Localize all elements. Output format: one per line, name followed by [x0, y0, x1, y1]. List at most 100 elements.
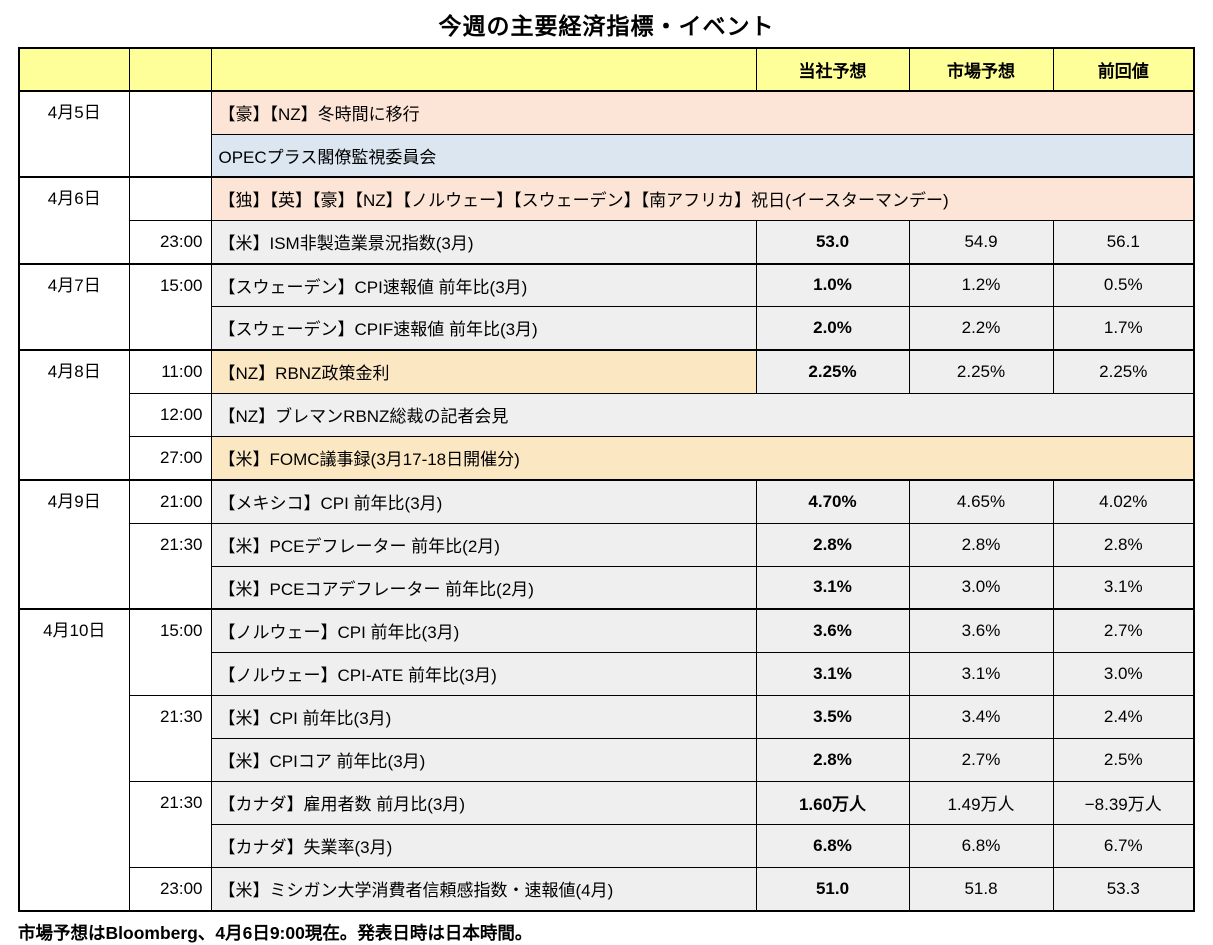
date-cell: 4月10日	[18, 608, 130, 911]
previous-value-cell: 4.02%	[1052, 478, 1195, 524]
previous-value-cell: 2.8%	[1052, 522, 1195, 567]
event-cell: 【独】【英】【豪】【NZ】【ノルウェー】【スウェーデン】【南アフリカ】祝日(イー…	[210, 176, 1195, 221]
market-forecast-cell: 3.4%	[908, 694, 1054, 739]
date-cell: 4月8日	[18, 348, 130, 480]
event-cell: 【スウェーデン】CPIF速報値 前年比(3月)	[210, 306, 757, 350]
event-cell: 【米】PCEデフレーター 前年比(2月)	[210, 522, 757, 567]
time-cell	[128, 90, 212, 178]
previous-value-cell: 56.1	[1052, 219, 1195, 264]
event-cell: 【米】ISM非製造業景況指数(3月)	[210, 219, 757, 264]
previous-value-cell: 0.5%	[1052, 262, 1195, 307]
table-row: OPECプラス閣僚監視委員会	[19, 133, 1195, 178]
event-cell: 【NZ】RBNZ政策金利	[210, 348, 757, 394]
company-forecast-cell: 3.6%	[755, 608, 910, 653]
header-date	[18, 47, 130, 92]
time-cell: 21:00	[128, 478, 212, 524]
header-market-forecast: 市場予想	[908, 47, 1054, 92]
time-cell: 11:00	[128, 348, 212, 394]
date-cell: 4月6日	[18, 176, 130, 264]
previous-value-cell: 2.25%	[1052, 348, 1195, 394]
event-cell: 【米】PCEコアデフレーター 前年比(2月)	[210, 565, 757, 610]
event-cell: 【米】ミシガン大学消費者信頼感指数・速報値(4月)	[210, 866, 757, 911]
company-forecast-cell: 2.0%	[755, 306, 910, 350]
event-cell: 【米】FOMC議事録(3月17-18日開催分)	[210, 435, 1195, 480]
date-cell: 4月7日	[18, 262, 130, 350]
company-forecast-cell: 2.25%	[755, 348, 910, 394]
previous-value-cell: −8.39万人	[1052, 780, 1195, 825]
market-forecast-cell: 3.0%	[908, 565, 1054, 610]
previous-value-cell: 2.4%	[1052, 694, 1195, 739]
market-forecast-cell: 3.6%	[908, 608, 1054, 653]
time-cell: 23:00	[128, 866, 212, 911]
table-row: 4月9日 21:00 【メキシコ】CPI 前年比(3月) 4.70% 4.65% 4.02…	[18, 478, 1195, 610]
previous-value-cell: 2.5%	[1052, 737, 1195, 782]
market-forecast-cell: 3.1%	[908, 651, 1054, 696]
company-forecast-cell: 2.8%	[755, 737, 910, 782]
company-forecast-cell: 3.1%	[755, 565, 910, 610]
event-cell: 【ノルウェー】CPI 前年比(3月)	[210, 608, 757, 653]
table-row: 【ノルウェー】CPI-ATE 前年比(3月) 3.1% 3.1% 3.0%	[19, 651, 1195, 696]
company-forecast-cell: 6.8%	[755, 823, 910, 868]
time-cell: 23:00	[128, 219, 212, 264]
economic-calendar-table: 当社予想 市場予想 前回値 4月5日 【豪】【NZ】冬時間に移行 OPECプラス閣僚…	[18, 47, 1195, 912]
market-forecast-cell: 4.65%	[908, 478, 1054, 524]
market-forecast-cell: 2.2%	[908, 306, 1054, 350]
table-row: 4月10日 15:00 【ノルウェー】CPI 前年比(3月) 3.6% 3.6% 2.7%	[18, 608, 1195, 911]
date-cell: 4月5日	[18, 90, 130, 178]
market-forecast-cell: 1.49万人	[908, 780, 1054, 825]
table-row: 4月6日 【独】【英】【豪】【NZ】【ノルウェー】【スウェーデン】【南アフリカ】祝…	[18, 176, 1195, 264]
table-row: 21:30 【米】CPI 前年比(3月) 3.5% 3.4% 2.4%	[19, 694, 1195, 782]
table-row: 【スウェーデン】CPIF速報値 前年比(3月) 2.0% 2.2% 1.7%	[19, 306, 1195, 350]
time-cell: 12:00	[128, 392, 212, 437]
footnote: 市場予想はBloomberg、4月6日9:00現在。発表日時は日本時間。	[18, 922, 533, 943]
company-forecast-cell: 4.70%	[755, 478, 910, 524]
company-forecast-cell: 3.5%	[755, 694, 910, 739]
market-forecast-cell: 54.9	[908, 219, 1054, 264]
market-forecast-cell: 1.2%	[908, 262, 1054, 307]
previous-value-cell: 2.7%	[1052, 608, 1195, 653]
table-row: 21:30 【カナダ】雇用者数 前月比(3月) 1.60万人 1.49万人 −8.39万…	[19, 780, 1195, 868]
market-forecast-cell: 2.25%	[908, 348, 1054, 394]
previous-value-cell: 6.7%	[1052, 823, 1195, 868]
market-forecast-cell: 2.8%	[908, 522, 1054, 567]
event-cell: 【米】CPI 前年比(3月)	[210, 694, 757, 739]
event-cell: OPECプラス閣僚監視委員会	[210, 133, 1195, 178]
table-row: 21:30 【米】PCEデフレーター 前年比(2月) 2.8% 2.8% 2.8%	[19, 522, 1195, 610]
table-row: 4月7日 15:00 【スウェーデン】CPI速報値 前年比(3月) 1.0% 1.2% 0…	[18, 262, 1195, 350]
time-cell: 21:30	[128, 780, 212, 868]
page-title: 今週の主要経済指標・イベント	[438, 13, 775, 39]
previous-value-cell: 53.3	[1052, 866, 1195, 911]
time-cell	[128, 176, 212, 221]
event-cell: 【メキシコ】CPI 前年比(3月)	[210, 478, 757, 524]
table-row: 27:00 【米】FOMC議事録(3月17-18日開催分)	[19, 435, 1195, 480]
previous-value-cell: 1.7%	[1052, 306, 1195, 350]
time-cell: 27:00	[128, 435, 212, 480]
company-forecast-cell: 1.0%	[755, 262, 910, 307]
company-forecast-cell: 53.0	[755, 219, 910, 264]
time-cell: 15:00	[128, 608, 212, 696]
event-cell: 【カナダ】失業率(3月)	[210, 823, 757, 868]
header-row: 当社予想 市場予想 前回値	[18, 47, 1195, 92]
time-cell: 21:30	[128, 522, 212, 610]
previous-value-cell: 3.0%	[1052, 651, 1195, 696]
table-row: 4月5日 【豪】【NZ】冬時間に移行	[18, 90, 1195, 178]
market-forecast-cell: 6.8%	[908, 823, 1054, 868]
event-cell: 【スウェーデン】CPI速報値 前年比(3月)	[210, 262, 757, 307]
table-row: 12:00 【NZ】ブレマンRBNZ総裁の記者会見	[19, 392, 1195, 437]
table-row: 23:00 【米】ミシガン大学消費者信頼感指数・速報値(4月) 51.0 51.8 53…	[19, 866, 1195, 911]
date-cell: 4月9日	[18, 478, 130, 610]
company-forecast-cell: 51.0	[755, 866, 910, 911]
company-forecast-cell: 1.60万人	[755, 780, 910, 825]
header-event	[210, 47, 757, 92]
market-forecast-cell: 2.7%	[908, 737, 1054, 782]
event-cell: 【豪】【NZ】冬時間に移行	[210, 90, 1195, 135]
company-forecast-cell: 2.8%	[755, 522, 910, 567]
table-row: 4月8日 11:00 【NZ】RBNZ政策金利 2.25% 2.25% 2.25%	[18, 348, 1195, 480]
table-row: 【米】CPIコア 前年比(3月) 2.8% 2.7% 2.5%	[19, 737, 1195, 782]
table-row: 【米】PCEコアデフレーター 前年比(2月) 3.1% 3.0% 3.1%	[19, 565, 1195, 610]
table-row: 23:00 【米】ISM非製造業景況指数(3月) 53.0 54.9 56.1	[19, 219, 1195, 264]
previous-value-cell: 3.1%	[1052, 565, 1195, 610]
event-cell: 【NZ】ブレマンRBNZ総裁の記者会見	[210, 392, 1195, 437]
header-time	[128, 47, 212, 92]
time-cell: 21:30	[128, 694, 212, 782]
